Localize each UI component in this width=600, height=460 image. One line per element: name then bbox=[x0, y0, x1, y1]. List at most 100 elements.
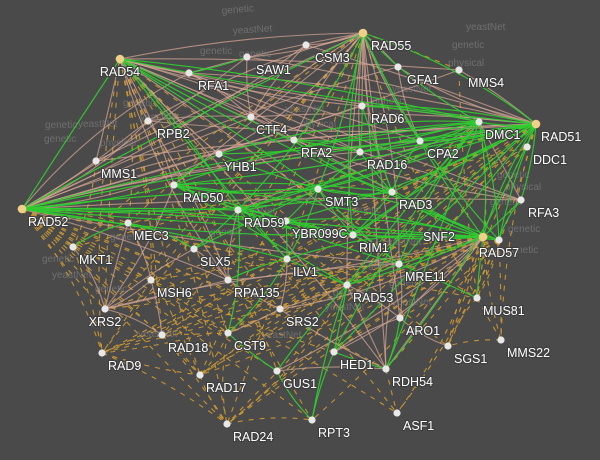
edge-physical[interactable] bbox=[72, 246, 106, 310]
graph-node-rad53[interactable] bbox=[343, 281, 351, 289]
graph-node-mkt1[interactable] bbox=[69, 243, 77, 251]
graph-node-rad55[interactable] bbox=[358, 28, 368, 38]
edge-physical[interactable] bbox=[119, 58, 363, 107]
edge-yeastNet[interactable] bbox=[419, 123, 537, 142]
edge-yeastNet[interactable] bbox=[21, 123, 537, 210]
edge-genetic[interactable] bbox=[193, 248, 229, 281]
edge-physical[interactable] bbox=[188, 72, 252, 118]
edge-yeastNet[interactable] bbox=[173, 153, 220, 186]
graph-node-gfa1[interactable] bbox=[394, 63, 402, 71]
edge-genetic[interactable] bbox=[119, 58, 398, 414]
edge-yeastNet[interactable] bbox=[398, 263, 478, 299]
edge-physical[interactable] bbox=[399, 317, 449, 347]
edge-genetic[interactable] bbox=[199, 236, 484, 376]
edge-yeastNet[interactable] bbox=[391, 140, 421, 193]
edge-yeastNet[interactable] bbox=[173, 184, 319, 195]
edge-physical[interactable] bbox=[250, 32, 364, 118]
edge-genetic[interactable] bbox=[447, 297, 478, 347]
edge-genetic[interactable] bbox=[161, 334, 228, 425]
graph-node-mec3[interactable] bbox=[124, 219, 132, 227]
edge-yeastNet[interactable] bbox=[385, 317, 401, 370]
edge-yeastNet[interactable] bbox=[285, 220, 288, 260]
edge-physical[interactable] bbox=[385, 236, 484, 370]
edge-physical[interactable] bbox=[227, 308, 281, 334]
edge-genetic[interactable] bbox=[161, 32, 364, 336]
edge-physical[interactable] bbox=[147, 120, 229, 281]
graph-node-cpa2[interactable] bbox=[416, 137, 424, 145]
edge-yeastNet[interactable] bbox=[333, 123, 537, 353]
edge-genetic[interactable] bbox=[161, 239, 500, 336]
edge-physical[interactable] bbox=[119, 58, 460, 71]
edge-physical[interactable] bbox=[279, 284, 348, 310]
graph-node-hed1[interactable] bbox=[330, 348, 338, 356]
edge-physical[interactable] bbox=[150, 279, 163, 336]
graph-node-rad51[interactable] bbox=[531, 119, 541, 129]
edge-yeastNet[interactable] bbox=[346, 121, 480, 286]
edge-genetic[interactable] bbox=[104, 236, 484, 310]
graph-node-rfa1[interactable] bbox=[185, 69, 193, 77]
edge-yeastNet[interactable] bbox=[193, 209, 239, 250]
edge-genetic[interactable] bbox=[311, 236, 484, 421]
edge-genetic[interactable] bbox=[72, 246, 103, 354]
graph-node-slx5[interactable] bbox=[190, 245, 198, 253]
graph-node-ybr099c[interactable] bbox=[282, 217, 290, 225]
edge-yeastNet[interactable] bbox=[218, 123, 537, 155]
edge-yeastNet[interactable] bbox=[362, 32, 537, 125]
graph-node-rfa3[interactable] bbox=[517, 196, 525, 204]
graph-node-rpb2[interactable] bbox=[144, 117, 152, 125]
edge-physical[interactable] bbox=[397, 66, 537, 125]
edge-yeastNet[interactable] bbox=[21, 58, 121, 210]
edge-yeastNet[interactable] bbox=[333, 351, 387, 370]
graph-node-sgs1[interactable] bbox=[444, 342, 452, 350]
edge-yeastNet[interactable] bbox=[385, 121, 480, 370]
edge-genetic[interactable] bbox=[101, 279, 152, 354]
edge-genetic[interactable] bbox=[98, 58, 121, 354]
graph-node-smt3[interactable] bbox=[314, 185, 322, 193]
edge-physical[interactable] bbox=[279, 258, 288, 310]
graph-node-rad6[interactable] bbox=[358, 102, 366, 110]
edge-genetic[interactable] bbox=[199, 123, 537, 376]
edge-yeastNet[interactable] bbox=[21, 208, 287, 222]
edge-physical[interactable] bbox=[346, 284, 387, 370]
edge-yeastNet[interactable] bbox=[227, 258, 288, 334]
edge-yeastNet[interactable] bbox=[361, 105, 537, 125]
edge-genetic[interactable] bbox=[227, 123, 537, 334]
edge-yeastNet[interactable] bbox=[227, 332, 278, 372]
graph-node-msh6[interactable] bbox=[147, 276, 155, 284]
edge-yeastNet[interactable] bbox=[333, 121, 480, 353]
edge-yeastNet[interactable] bbox=[276, 370, 313, 421]
edge-yeastNet[interactable] bbox=[237, 209, 354, 236]
edge-yeastNet[interactable] bbox=[173, 182, 393, 193]
edge-genetic[interactable] bbox=[226, 417, 313, 425]
edge-yeastNet[interactable] bbox=[520, 123, 537, 201]
edge-yeastNet[interactable] bbox=[478, 121, 487, 238]
edge-yeastNet[interactable] bbox=[237, 32, 364, 211]
edge-yeastNet[interactable] bbox=[173, 184, 348, 286]
edge-genetic[interactable] bbox=[119, 58, 228, 425]
edge-yeastNet[interactable] bbox=[72, 222, 129, 248]
edge-genetic[interactable] bbox=[476, 239, 500, 299]
edge-physical[interactable] bbox=[279, 236, 484, 310]
graph-node-ddc1[interactable] bbox=[523, 143, 531, 151]
edge-physical[interactable] bbox=[478, 121, 522, 201]
edge-yeastNet[interactable] bbox=[478, 121, 500, 241]
edge-physical[interactable] bbox=[246, 32, 364, 58]
edge-physical[interactable] bbox=[104, 184, 175, 310]
edge-yeastNet[interactable] bbox=[119, 58, 319, 190]
edge-yeastNet[interactable] bbox=[237, 209, 288, 260]
edge-genetic[interactable] bbox=[150, 279, 229, 334]
edge-genetic[interactable] bbox=[226, 32, 364, 425]
edge-genetic[interactable] bbox=[119, 58, 278, 372]
edge-physical[interactable] bbox=[362, 32, 401, 319]
graph-node-rpa135[interactable] bbox=[224, 276, 232, 284]
edge-yeastNet[interactable] bbox=[285, 220, 354, 236]
edge-genetic[interactable] bbox=[222, 332, 229, 425]
edge-yeastNet[interactable] bbox=[317, 121, 480, 190]
edge-genetic[interactable] bbox=[226, 146, 528, 425]
edge-yeastNet[interactable] bbox=[119, 58, 500, 241]
edge-genetic[interactable] bbox=[119, 58, 478, 299]
edge-yeastNet[interactable] bbox=[362, 32, 480, 123]
edge-genetic[interactable] bbox=[119, 58, 348, 286]
edge-yeastNet[interactable] bbox=[498, 199, 522, 241]
